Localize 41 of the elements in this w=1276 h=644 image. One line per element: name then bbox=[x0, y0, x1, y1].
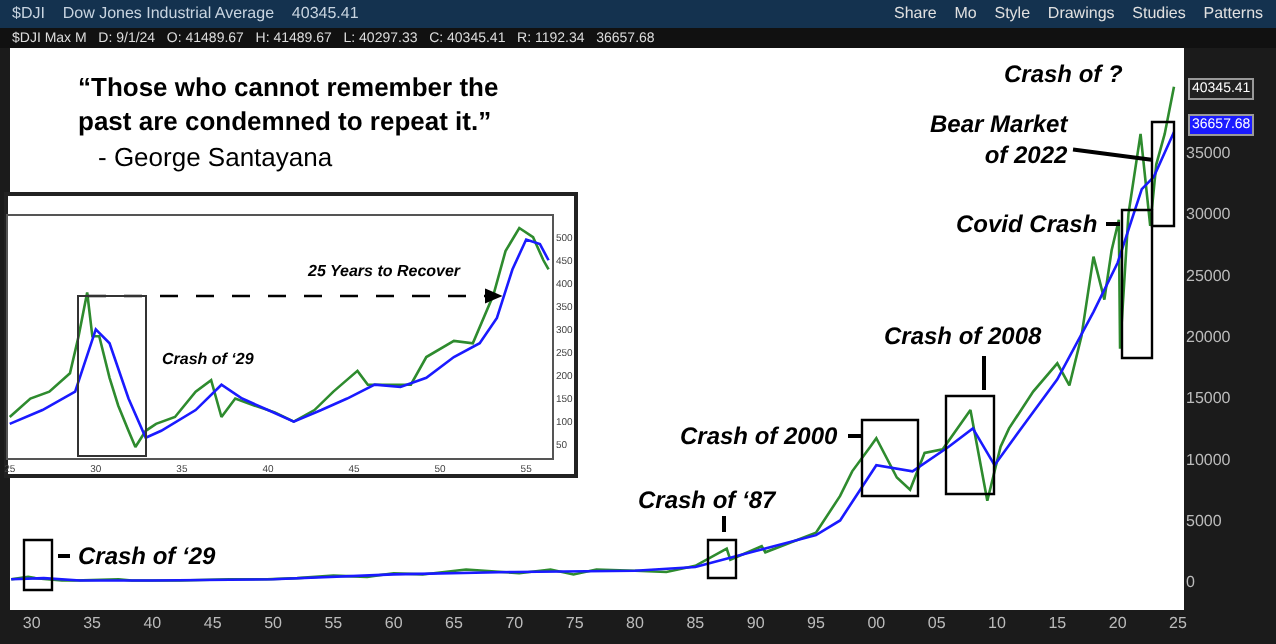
text: Share Mo Style Drawings Studies Patterns bbox=[894, 4, 1264, 22]
y-tick-label: 5000 bbox=[1186, 512, 1223, 531]
text: $DJI Dow Jones Industrial Average 40345.41 bbox=[12, 4, 360, 22]
x-tick-label: 60 bbox=[384, 614, 404, 632]
x-tick-label: 05 bbox=[927, 614, 947, 632]
text: “Those who cannot remember the past are condemned to repeat it.” bbox=[78, 72, 499, 136]
x-tick-label: 75 bbox=[565, 614, 585, 632]
x-tick-label: 00 bbox=[867, 614, 887, 632]
annotation: Crash of 2000 bbox=[680, 422, 839, 450]
annotation: Crash of ? bbox=[1004, 60, 1125, 88]
x-tick-label: 40 bbox=[143, 614, 163, 632]
y-tick-label: 30000 bbox=[1186, 205, 1232, 224]
annotation: Crash of ‘87 bbox=[638, 486, 779, 514]
y-tick-label: 20000 bbox=[1186, 327, 1232, 346]
x-tick-label: 35 bbox=[83, 614, 103, 632]
annotation: 25 Years to Recover bbox=[306, 262, 462, 280]
annotation: Covid Crash bbox=[956, 210, 1098, 238]
x-tick-label: 50 bbox=[264, 614, 284, 632]
x-tick-label: 85 bbox=[686, 614, 706, 632]
x-tick-label: 10 bbox=[988, 614, 1007, 632]
y-tick-label: 10000 bbox=[1186, 450, 1232, 469]
x-tick-label: 45 bbox=[203, 614, 223, 632]
y-tick-label: 0 bbox=[1186, 573, 1196, 592]
annotation: Crash of 2008 bbox=[884, 322, 1043, 350]
annotation: Crash of ‘29 bbox=[78, 542, 217, 570]
x-tick-label: 80 bbox=[626, 614, 645, 632]
x-tick-label: 90 bbox=[746, 614, 766, 632]
x-tick-label: 20 bbox=[1108, 614, 1128, 632]
annotation: Crash of ‘29 bbox=[162, 350, 255, 368]
x-tick-label: 30 bbox=[22, 614, 42, 632]
y-tick-label: 15000 bbox=[1186, 389, 1232, 408]
x-tick-label: 25 bbox=[1169, 614, 1188, 632]
x-tick-label: 95 bbox=[807, 614, 826, 632]
x-tick-label: 55 bbox=[324, 614, 344, 632]
x-tick-label: 15 bbox=[1048, 614, 1068, 632]
x-tick-label: 70 bbox=[505, 614, 525, 632]
text: - George Santayana bbox=[98, 142, 334, 172]
y-tick-label: 25000 bbox=[1186, 266, 1232, 285]
annotation: Bear Market of 2022 bbox=[930, 110, 1070, 170]
y-tick-label: 35000 bbox=[1186, 143, 1232, 162]
x-tick-label: 65 bbox=[445, 614, 465, 632]
